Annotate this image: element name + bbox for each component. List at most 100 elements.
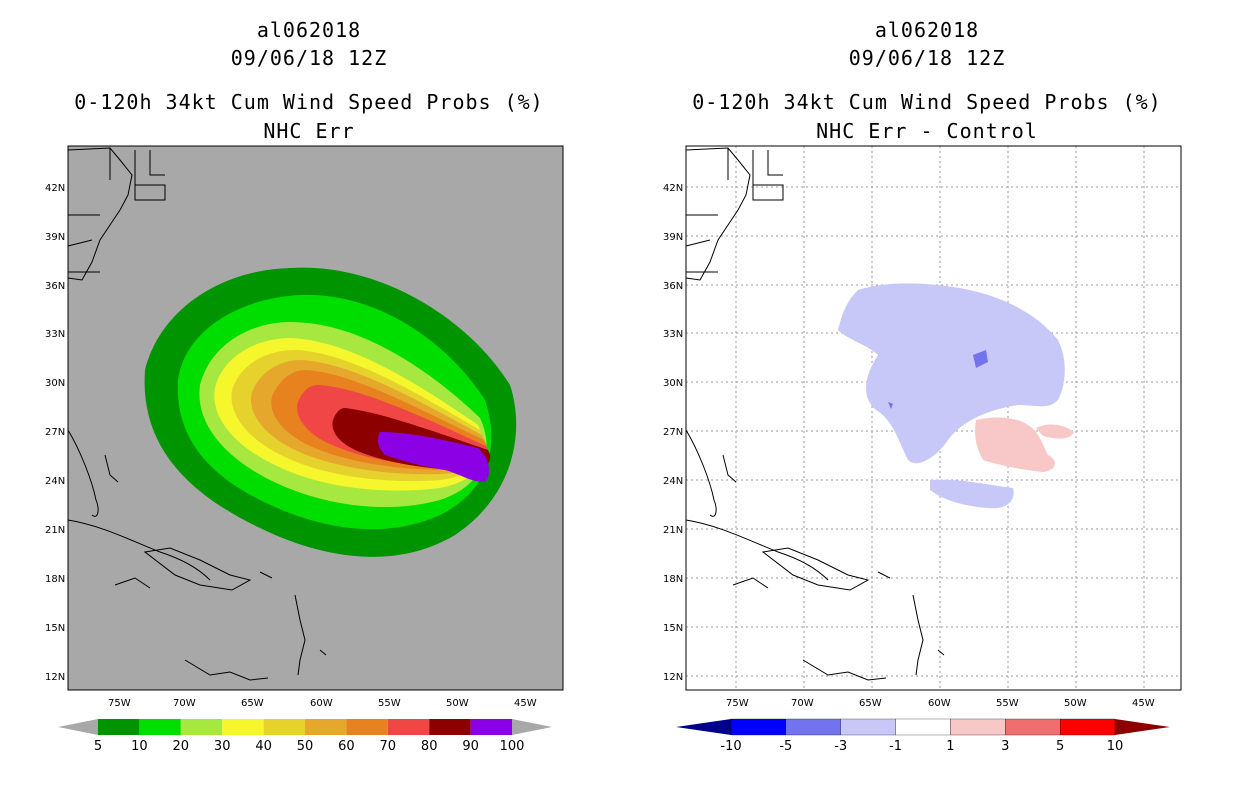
lon-label-70W: 70W bbox=[173, 698, 196, 709]
colorbar-label: 100 bbox=[500, 739, 525, 754]
colorbar-label: 40 bbox=[255, 739, 272, 754]
lon-label-75W: 75W bbox=[108, 698, 131, 709]
positive-region bbox=[975, 417, 1055, 472]
colorbar-swatch bbox=[139, 719, 181, 735]
subtitle: NHC Err bbox=[263, 119, 355, 143]
subtitle: NHC Err - Control bbox=[816, 119, 1038, 143]
right-colorbar: -10 -5 -3 -1 1 3 5 10 bbox=[676, 718, 1170, 754]
colorbar-label: 3 bbox=[1001, 739, 1009, 754]
lat-label-27N: 27N bbox=[45, 427, 65, 438]
colorbar-label: 80 bbox=[421, 739, 438, 754]
lat-label-36N: 36N bbox=[663, 281, 683, 292]
colorbar-swatch bbox=[346, 719, 388, 735]
colorbar-swatch bbox=[387, 719, 430, 735]
lon-labels: 75W 70W 65W 60W 55W 50W 45W bbox=[108, 698, 537, 709]
colorbar-label: 20 bbox=[173, 739, 190, 754]
colorbar-swatch bbox=[950, 718, 1006, 736]
colorbar-swatch bbox=[180, 719, 223, 735]
lon-label-50W: 50W bbox=[446, 698, 469, 709]
colorbar-under-arrow bbox=[676, 719, 731, 735]
lat-label-24N: 24N bbox=[663, 476, 683, 487]
lat-labels: 42N 39N 36N 33N 30N 27N 24N 21N 18N 15N … bbox=[45, 183, 65, 683]
colorbar-swatch bbox=[429, 719, 471, 735]
colorbar-label: -1 bbox=[889, 739, 902, 754]
colorbar-swatch bbox=[263, 719, 305, 735]
left-colorbar: 5 10 20 30 40 50 60 70 80 90 100 bbox=[58, 719, 552, 754]
product-title: 0-120h 34kt Cum Wind Speed Probs (%) bbox=[74, 90, 544, 114]
difference-contours bbox=[838, 283, 1074, 509]
lat-label-39N: 39N bbox=[45, 232, 65, 243]
lat-label-33N: 33N bbox=[45, 329, 65, 340]
lon-label-60W: 60W bbox=[310, 698, 333, 709]
lat-label-18N: 18N bbox=[45, 574, 65, 585]
colorbar-swatch bbox=[222, 719, 264, 735]
colorbar-label: 60 bbox=[338, 739, 355, 754]
lat-label-39N: 39N bbox=[663, 232, 683, 243]
probability-contours bbox=[144, 267, 517, 557]
lat-label-27N: 27N bbox=[663, 427, 683, 438]
lat-label-33N: 33N bbox=[663, 329, 683, 340]
lat-label-15N: 15N bbox=[45, 623, 65, 634]
negative-region bbox=[838, 283, 1065, 464]
colorbar-label: 90 bbox=[462, 739, 479, 754]
colorbar-label: 70 bbox=[380, 739, 397, 754]
lat-label-42N: 42N bbox=[663, 183, 683, 194]
lon-label-65W: 65W bbox=[241, 698, 264, 709]
lat-label-42N: 42N bbox=[45, 183, 65, 194]
lon-label-55W: 55W bbox=[996, 698, 1019, 709]
storm-id-title: al062018 bbox=[256, 18, 362, 42]
colorbar-label: 1 bbox=[946, 739, 954, 754]
colorbar-label: 5 bbox=[1056, 739, 1064, 754]
lon-label-55W: 55W bbox=[378, 698, 401, 709]
lon-label-70W: 70W bbox=[791, 698, 814, 709]
colorbar-swatch bbox=[98, 719, 140, 735]
lat-label-30N: 30N bbox=[663, 378, 683, 389]
lon-label-65W: 65W bbox=[859, 698, 882, 709]
lat-label-21N: 21N bbox=[663, 525, 683, 536]
colorbar-over-arrow bbox=[1115, 719, 1170, 735]
lat-label-12N: 12N bbox=[663, 672, 683, 683]
positive-region-east bbox=[1036, 424, 1074, 439]
lat-label-18N: 18N bbox=[663, 574, 683, 585]
lat-label-15N: 15N bbox=[663, 623, 683, 634]
lat-label-21N: 21N bbox=[45, 525, 65, 536]
coastlines bbox=[67, 147, 327, 681]
lon-labels: 75W 70W 65W 60W 55W 50W 45W bbox=[726, 698, 1155, 709]
lon-label-50W: 50W bbox=[1064, 698, 1087, 709]
lat-label-24N: 24N bbox=[45, 476, 65, 487]
colorbar-swatch bbox=[305, 719, 347, 735]
lat-label-36N: 36N bbox=[45, 281, 65, 292]
colorbar-swatch bbox=[840, 718, 896, 736]
colorbar-swatch bbox=[785, 718, 841, 736]
datetime-title: 09/06/18 12Z bbox=[230, 46, 388, 70]
colorbar-label: -3 bbox=[834, 739, 847, 754]
storm-id-title: al062018 bbox=[874, 18, 980, 42]
colorbar-swatch bbox=[1005, 718, 1061, 736]
colorbar-label: 5 bbox=[94, 739, 102, 754]
colorbar-label: 50 bbox=[297, 739, 314, 754]
colorbar-swatch bbox=[895, 718, 951, 736]
lon-label-60W: 60W bbox=[928, 698, 951, 709]
colorbar-swatch bbox=[470, 719, 512, 735]
contour-90 bbox=[377, 432, 490, 482]
probability-map: 42N 39N 36N 33N 30N 27N 24N 21N 18N 15N … bbox=[45, 145, 564, 754]
right-panel: al062018 09/06/18 12Z 0-120h 34kt Cum Wi… bbox=[618, 0, 1236, 800]
colorbar-label: -5 bbox=[779, 739, 792, 754]
lat-label-12N: 12N bbox=[45, 672, 65, 683]
colorbar-label: 10 bbox=[131, 739, 148, 754]
colorbar-over-arrow bbox=[512, 719, 552, 735]
lat-label-30N: 30N bbox=[45, 378, 65, 389]
colorbar-swatch bbox=[730, 718, 787, 736]
colorbar-under-arrow bbox=[58, 719, 98, 735]
difference-map: 42N 39N 36N 33N 30N 27N 24N 21N 18N 15N … bbox=[663, 145, 1182, 754]
datetime-title: 09/06/18 12Z bbox=[848, 46, 1006, 70]
colorbar-swatch bbox=[1059, 718, 1116, 736]
colorbar-label: 10 bbox=[1107, 739, 1124, 754]
colorbar-label: -10 bbox=[720, 739, 741, 754]
coastlines bbox=[685, 147, 945, 681]
lat-labels: 42N 39N 36N 33N 30N 27N 24N 21N 18N 15N … bbox=[663, 183, 683, 683]
lon-label-45W: 45W bbox=[1132, 698, 1155, 709]
negative-region-south bbox=[930, 479, 1014, 509]
colorbar-label: 30 bbox=[214, 739, 231, 754]
lon-label-75W: 75W bbox=[726, 698, 749, 709]
